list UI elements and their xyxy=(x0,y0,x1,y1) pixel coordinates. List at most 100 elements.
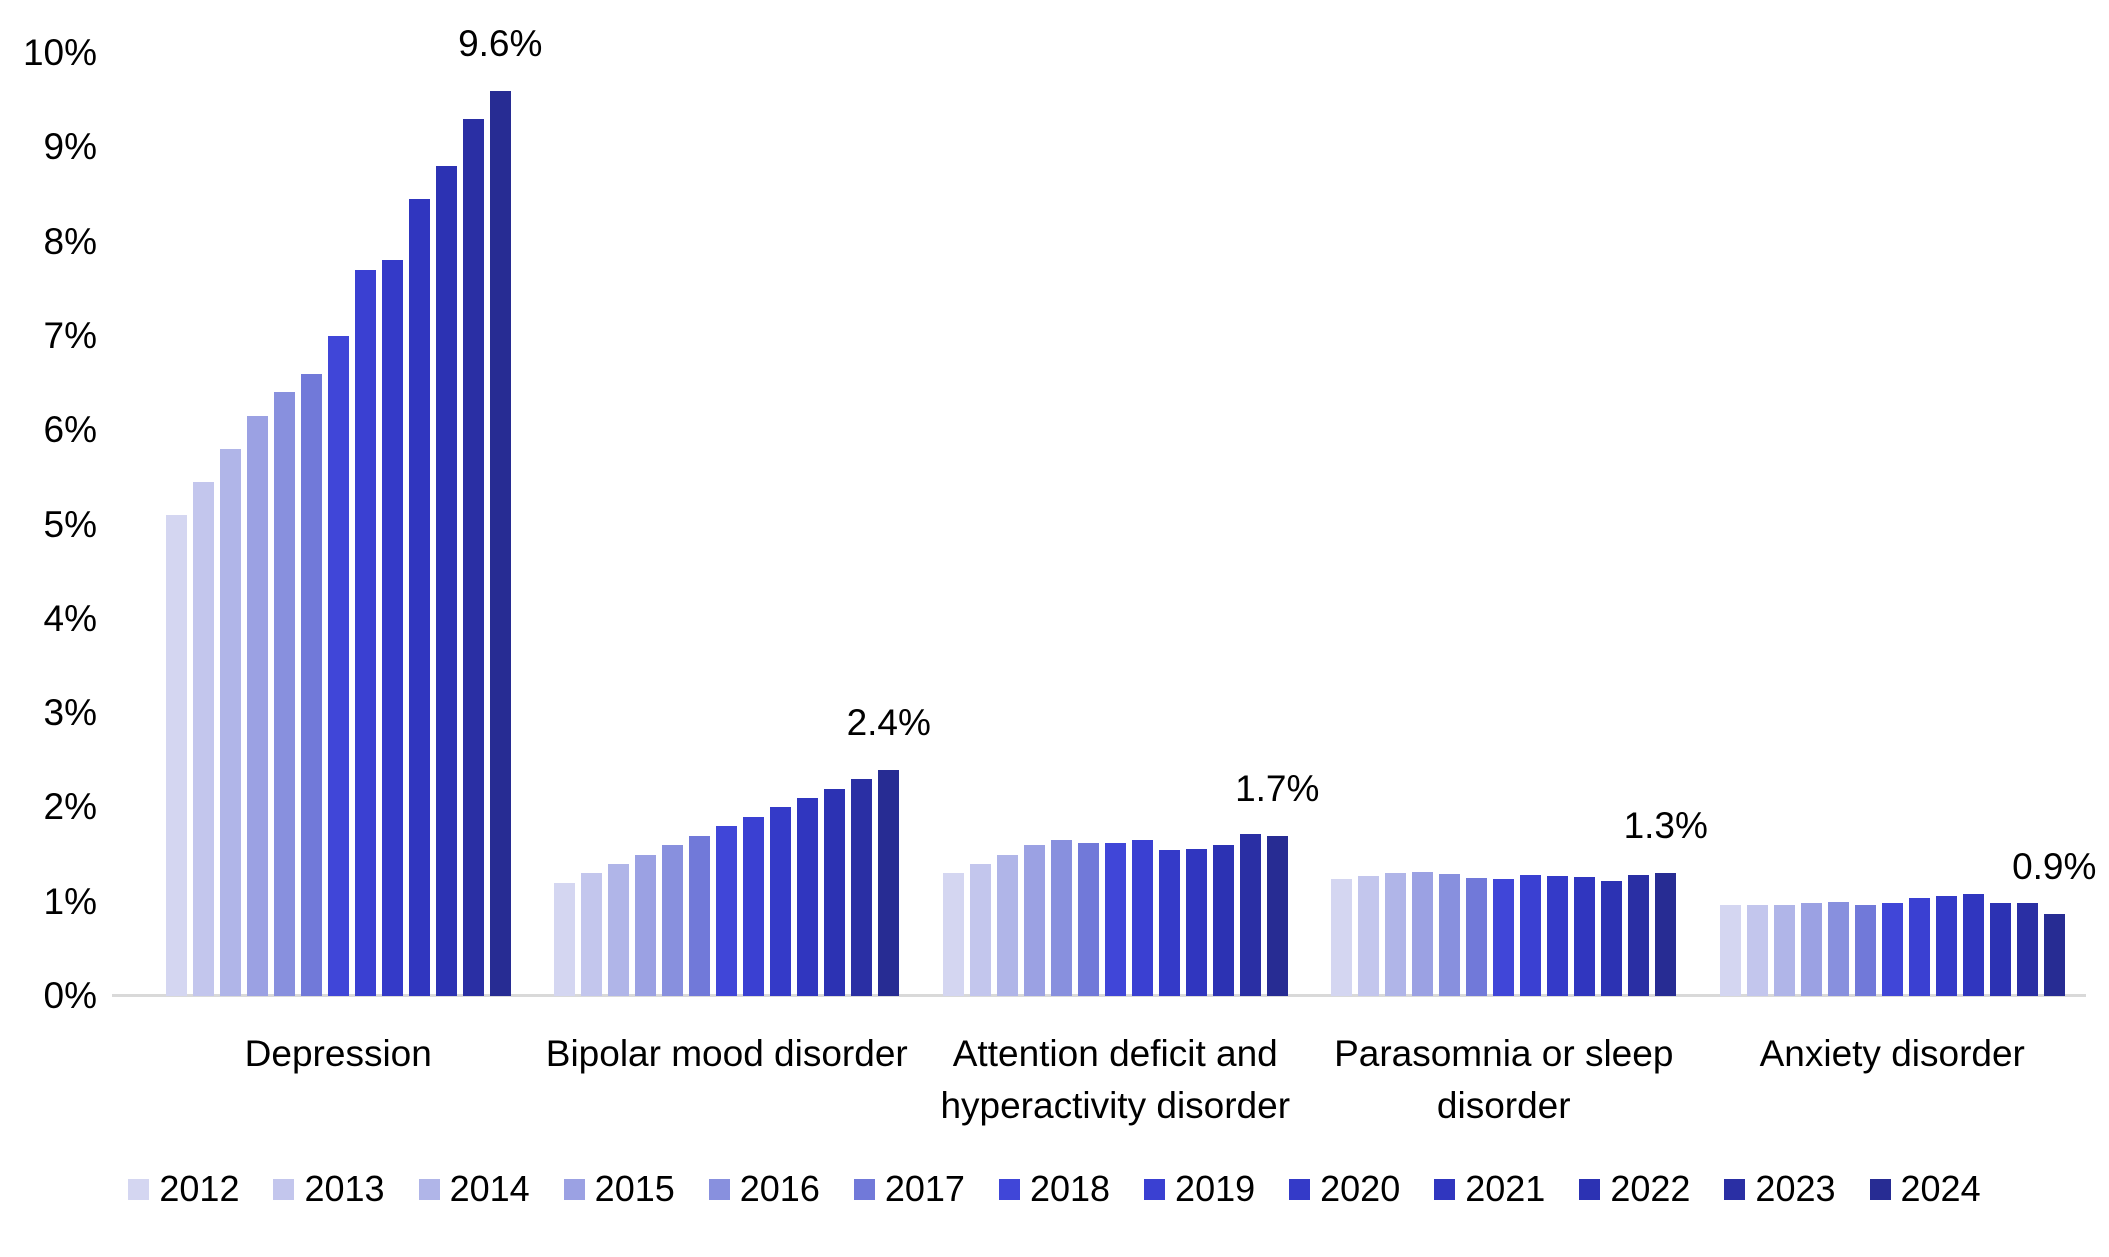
bar-group xyxy=(1698,894,2087,996)
bar xyxy=(1239,833,1261,996)
bar xyxy=(354,269,376,996)
bar xyxy=(689,835,711,996)
legend-year-label: 2018 xyxy=(1029,1168,1111,1209)
value-label: 2.4% xyxy=(846,701,931,743)
category-label-line: Depression xyxy=(244,1033,432,1074)
bar xyxy=(1104,843,1126,996)
category-label: Depression xyxy=(144,1028,533,1080)
bar xyxy=(1827,901,1849,996)
y-axis-tick-label: 3% xyxy=(43,692,97,734)
category-label: Attention deficit and hyperactivity disor… xyxy=(921,1028,1310,1132)
bar xyxy=(1050,840,1072,996)
bar-group xyxy=(144,90,533,996)
value-label: 1.7% xyxy=(1235,767,1320,809)
y-axis-tick-label: 0% xyxy=(43,975,97,1016)
legend-swatch xyxy=(128,1178,150,1200)
bar xyxy=(1466,878,1488,996)
legend-year-label: 2022 xyxy=(1610,1168,1691,1209)
bar xyxy=(608,863,630,996)
legend-swatch xyxy=(418,1178,440,1200)
bar xyxy=(824,788,846,996)
bar xyxy=(1439,874,1461,996)
bar-group xyxy=(921,833,1310,996)
bar xyxy=(462,119,484,996)
y-axis-tick-label: 2% xyxy=(43,786,97,828)
bar xyxy=(1989,902,2011,996)
bar xyxy=(996,854,1018,996)
bar xyxy=(1773,905,1795,996)
legend-year-label: 2015 xyxy=(594,1168,675,1209)
bar xyxy=(2043,913,2065,996)
legend-swatch xyxy=(563,1178,585,1200)
legend-year-label: 2021 xyxy=(1465,1168,1546,1209)
bar xyxy=(1962,894,1984,996)
legend-swatch xyxy=(1579,1178,1601,1200)
bar xyxy=(1935,896,1957,996)
legend-item: 2014 xyxy=(418,1168,530,1210)
bar xyxy=(1158,849,1180,996)
legend-year-label: 2024 xyxy=(1900,1168,1981,1209)
bar xyxy=(1547,876,1569,996)
category-label: Parasomnia or sleep disorder xyxy=(1310,1028,1699,1132)
legend-year-label: 2017 xyxy=(884,1168,965,1209)
legend-swatch xyxy=(1289,1178,1311,1200)
bar xyxy=(1908,897,1930,996)
bar xyxy=(797,797,819,996)
bar xyxy=(743,816,765,996)
bar xyxy=(1520,875,1542,996)
bar xyxy=(878,769,900,996)
bar xyxy=(300,373,322,996)
bar-group xyxy=(1310,871,1699,996)
bar xyxy=(408,199,430,996)
legend-swatch xyxy=(1724,1178,1746,1200)
bar xyxy=(1385,873,1407,996)
bar xyxy=(273,392,295,996)
legend-item: 2012 xyxy=(128,1168,239,1210)
legend-item: 2015 xyxy=(563,1168,675,1210)
bar xyxy=(1412,871,1434,996)
bar xyxy=(165,515,187,996)
bar xyxy=(1493,879,1515,996)
legend-year-label: 2014 xyxy=(449,1168,530,1209)
bar xyxy=(192,482,214,996)
y-axis-tick-label: 4% xyxy=(43,597,97,639)
legend-year-label: 2013 xyxy=(304,1168,385,1209)
legend-swatch xyxy=(1434,1178,1456,1200)
category-label-line: Bipolar mood disorder xyxy=(545,1033,908,1074)
bar xyxy=(1574,877,1596,996)
legend-item: 2021 xyxy=(1434,1168,1545,1210)
bar xyxy=(2016,902,2038,996)
legend-item: 2020 xyxy=(1289,1168,1400,1210)
legend-item: 2017 xyxy=(853,1168,965,1210)
bar xyxy=(1601,880,1623,996)
bar xyxy=(662,845,684,996)
category-label-line: disorder xyxy=(1436,1085,1571,1126)
bar-group xyxy=(533,769,922,996)
bar xyxy=(1077,843,1099,996)
bar xyxy=(219,449,241,996)
legend-item: 2018 xyxy=(998,1168,1111,1210)
bar xyxy=(1023,845,1045,996)
y-axis-tick-label: 10% xyxy=(22,32,97,73)
x-axis-line xyxy=(112,994,2086,997)
legend-year-label: 2012 xyxy=(159,1168,240,1209)
category-label-line: Parasomnia or sleep xyxy=(1334,1033,1674,1074)
legend-year-label: 2020 xyxy=(1320,1168,1401,1209)
y-axis-tick-label: 5% xyxy=(43,503,97,545)
y-axis-tick-label: 8% xyxy=(43,220,97,262)
y-axis-tick-label: 6% xyxy=(43,409,97,451)
bar xyxy=(851,779,873,996)
y-axis-tick-label: 9% xyxy=(43,126,97,168)
y-axis-tick-label: 1% xyxy=(43,880,97,922)
category-label-line: hyperactivity disorder xyxy=(940,1085,1291,1126)
legend-swatch xyxy=(273,1178,295,1200)
legend-item: 2024 xyxy=(1869,1168,1981,1210)
value-label: 0.9% xyxy=(2012,845,2097,887)
bar xyxy=(327,335,349,996)
legend-item: 2013 xyxy=(273,1168,385,1210)
bar xyxy=(1212,845,1234,996)
legend-swatch xyxy=(853,1178,875,1200)
legend: 2012 2013 2014 2015 2016 2017 2018 2019 2020 2021… xyxy=(0,1168,2109,1210)
bar xyxy=(554,882,576,996)
bar xyxy=(1331,879,1353,996)
